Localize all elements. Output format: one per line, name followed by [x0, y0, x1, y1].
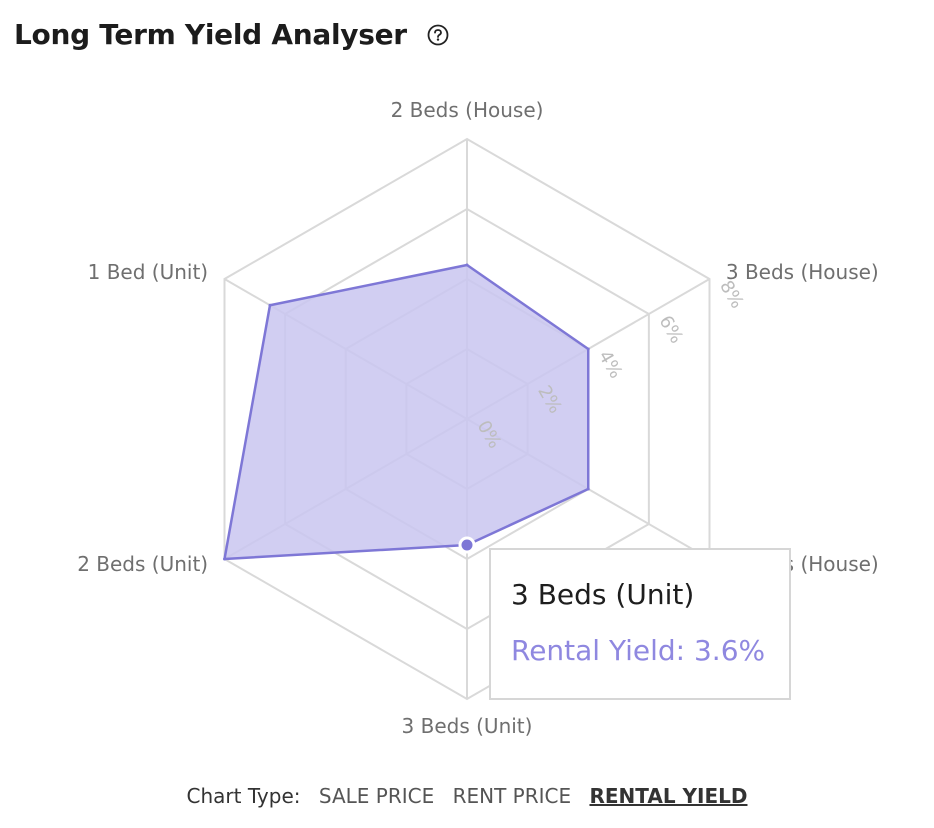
data-point[interactable] — [268, 303, 272, 307]
tick-label: 6% — [655, 312, 687, 347]
radar-series — [223, 263, 590, 561]
header: Long Term Yield Analyser — [14, 18, 449, 51]
help-icon[interactable] — [427, 24, 449, 46]
chart-type-rent-price[interactable]: RENT PRICE — [452, 784, 572, 808]
category-label: 2 Beds (Unit) — [77, 552, 208, 576]
data-point[interactable] — [586, 347, 590, 351]
category-label: 3 Beds (House) — [726, 260, 879, 284]
data-point[interactable] — [223, 557, 227, 561]
category-label: 2 Beds (House) — [391, 98, 544, 122]
chart-type-sale-price[interactable]: SALE PRICE — [318, 784, 435, 808]
series-area — [223, 263, 590, 561]
page-title: Long Term Yield Analyser — [14, 18, 407, 51]
chart-type-selector: Chart Type: SALE PRICE RENT PRICE RENTAL… — [0, 784, 934, 808]
data-point[interactable] — [465, 263, 469, 267]
chart-type-label: Chart Type: — [186, 784, 301, 808]
data-point-active[interactable] — [458, 536, 476, 554]
category-label: 3 Beds (Unit) — [402, 714, 533, 738]
category-label: 1 Bed (Unit) — [88, 260, 208, 284]
data-point[interactable] — [586, 487, 590, 491]
tick-label: 4% — [594, 347, 626, 382]
chart-type-rental-yield[interactable]: RENTAL YIELD — [589, 784, 748, 808]
chart-tooltip: 3 Beds (Unit) Rental Yield: 3.6% — [489, 548, 791, 700]
tooltip-value: Rental Yield: 3.6% — [511, 634, 766, 667]
tooltip-title: 3 Beds (Unit) — [511, 578, 695, 611]
